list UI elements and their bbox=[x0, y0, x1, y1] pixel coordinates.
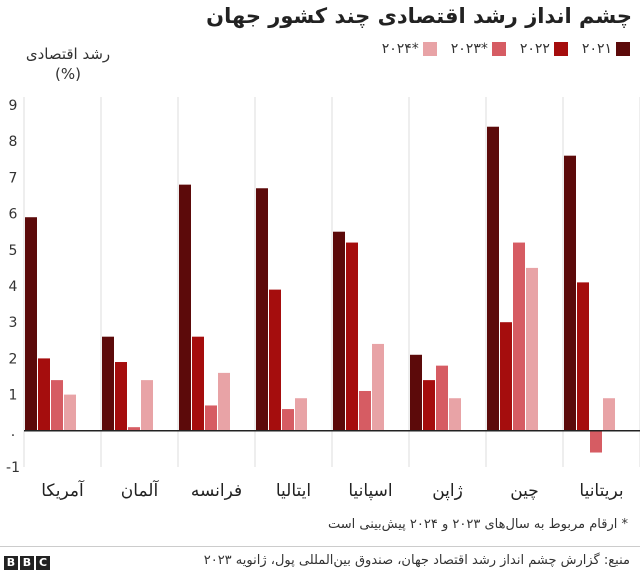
source-text: منبع: گزارش چشم انداز رشد اقتصاد جهان، ص… bbox=[203, 553, 630, 568]
forecast-note: * ارقام مربوط به سال‌های ۲۰۲۳ و ۲۰۲۴ پیش… bbox=[327, 517, 628, 532]
x-tick-label: آمریکا bbox=[41, 479, 85, 501]
legend-swatch-2024 bbox=[422, 42, 437, 56]
bar bbox=[487, 126, 499, 431]
x-tick-label: ایتالیا bbox=[276, 481, 311, 501]
legend-swatch-2021 bbox=[616, 42, 630, 56]
y-tick-label: 2 bbox=[9, 351, 18, 367]
y-tick-label: 1 bbox=[9, 388, 18, 404]
legend-item-2021: ۲۰۲۱ bbox=[582, 41, 630, 57]
bar bbox=[513, 242, 525, 431]
bar bbox=[346, 242, 358, 431]
y-tick-label: -1 bbox=[6, 460, 20, 476]
footer-divider bbox=[0, 546, 640, 547]
bar bbox=[25, 217, 37, 431]
logo-letter-b2: B bbox=[20, 556, 34, 570]
legend-label-2024: ۲۰۲۴* bbox=[381, 41, 419, 57]
bar bbox=[436, 365, 448, 431]
logo-letter-c: C bbox=[36, 556, 50, 570]
legend-swatch-2022 bbox=[553, 42, 568, 56]
legend-item-2023: ۲۰۲۳* bbox=[451, 41, 506, 57]
bar bbox=[282, 409, 294, 431]
y-tick-label: 3 bbox=[9, 315, 18, 331]
logo-letter-b1: B bbox=[4, 556, 18, 570]
bar bbox=[128, 427, 140, 431]
x-tick-label: چین bbox=[510, 481, 539, 501]
bar bbox=[410, 354, 422, 431]
x-tick-label: اسپانیا bbox=[348, 481, 392, 501]
x-tick-label: فرانسه bbox=[191, 481, 242, 501]
bar bbox=[51, 380, 63, 431]
legend-label-2022: ۲۰۲۲ bbox=[519, 41, 550, 57]
chart-legend: ۲۰۲۱ ۲۰۲۲ ۲۰۲۳* ۲۰۲۴* bbox=[368, 40, 630, 58]
legend-item-2022: ۲۰۲۲ bbox=[520, 41, 568, 57]
bar bbox=[269, 289, 281, 431]
bar bbox=[179, 184, 191, 431]
bar bbox=[603, 398, 615, 431]
bar bbox=[333, 231, 345, 431]
bar-chart: -1. 1 2 3 4 5 6 7 8 9 آمریکا آلمان فرانسه ایتالیا اسپا… bbox=[6, 97, 640, 501]
bar bbox=[141, 380, 153, 431]
bar bbox=[423, 380, 435, 431]
y-tick-label: 7 bbox=[9, 170, 18, 186]
bar bbox=[564, 155, 576, 431]
bar bbox=[38, 358, 50, 431]
bar bbox=[256, 188, 268, 431]
bar bbox=[102, 336, 114, 431]
bar bbox=[295, 398, 307, 431]
bar bbox=[64, 394, 76, 431]
y-tick-label: 9 bbox=[9, 98, 18, 114]
y-tick-label: 6 bbox=[9, 207, 18, 223]
chart-title: چشم انداز رشد اقتصادی چند کشور جهان bbox=[206, 4, 632, 28]
bar bbox=[449, 398, 461, 431]
bar bbox=[590, 430, 602, 453]
bar bbox=[500, 322, 512, 431]
x-tick-label: بریتانیا bbox=[579, 481, 623, 501]
y-tick-label: 5 bbox=[9, 243, 18, 259]
y-axis-label: رشد اقتصادی (%) bbox=[25, 45, 111, 83]
bbc-logo: B B C bbox=[4, 556, 52, 570]
y-tick-label: 4 bbox=[9, 279, 18, 295]
bar bbox=[115, 362, 127, 431]
bar bbox=[218, 372, 230, 431]
x-tick-label: آلمان bbox=[121, 479, 160, 501]
legend-item-2024: ۲۰۲۴* bbox=[382, 41, 437, 57]
bar bbox=[359, 390, 371, 431]
x-tick-label: ژاپن bbox=[432, 481, 463, 501]
legend-swatch-2023 bbox=[491, 42, 506, 56]
y-tick-label: 8 bbox=[9, 134, 18, 150]
bar bbox=[372, 343, 384, 431]
bar bbox=[205, 405, 217, 431]
bar bbox=[577, 282, 589, 431]
bar bbox=[192, 336, 204, 431]
legend-label-2021: ۲۰۲۱ bbox=[581, 41, 612, 57]
bar bbox=[526, 267, 538, 431]
legend-label-2023: ۲۰۲۳* bbox=[450, 41, 488, 57]
y-tick-label: . bbox=[11, 424, 15, 440]
